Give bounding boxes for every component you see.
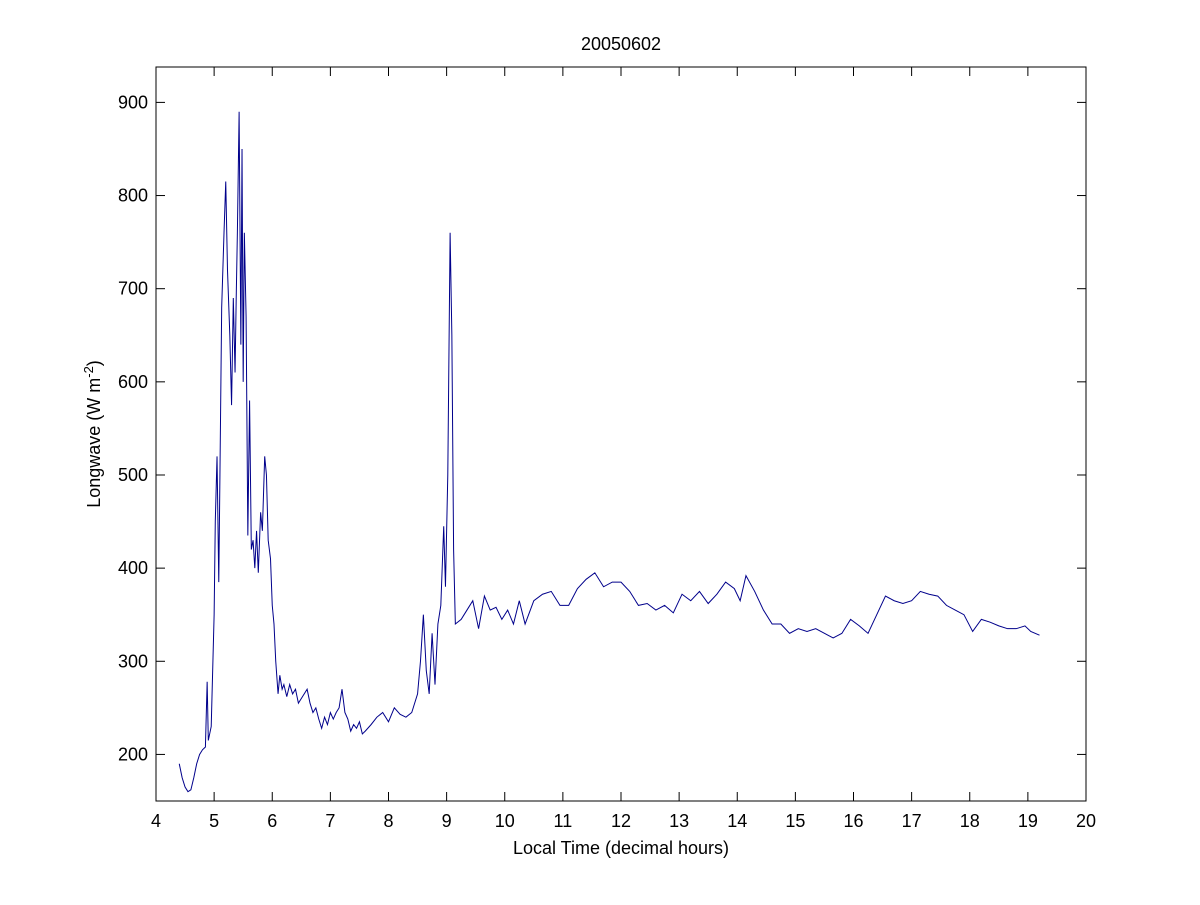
x-tick-label: 18 (960, 811, 980, 831)
y-axis-label-text: ) (84, 360, 104, 366)
data-line (178, 111, 1040, 793)
y-tick-label: 200 (118, 744, 148, 764)
x-tick-label: 6 (267, 811, 277, 831)
y-tick-label: 700 (118, 279, 148, 299)
x-tick-label: 12 (611, 811, 631, 831)
x-axis-label: Local Time (decimal hours) (513, 838, 729, 858)
y-tick-label: 300 (118, 651, 148, 671)
y-axis-label-text: Longwave (W m (84, 378, 104, 508)
y-axis-label-sup: -2 (81, 366, 96, 378)
x-tick-label: 14 (727, 811, 747, 831)
x-tick-label: 19 (1018, 811, 1038, 831)
x-tick-label: 15 (785, 811, 805, 831)
y-tick-label: 600 (118, 372, 148, 392)
y-tick-label: 800 (118, 186, 148, 206)
x-tick-label: 11 (554, 811, 573, 831)
x-tick-label: 8 (383, 811, 393, 831)
y-tick-label: 900 (118, 92, 148, 112)
x-tick-label: 5 (209, 811, 219, 831)
x-tick-label: 13 (669, 811, 689, 831)
y-tick-label: 500 (118, 465, 148, 485)
x-tick-label: 20 (1076, 811, 1096, 831)
x-tick-label: 10 (495, 811, 515, 831)
x-tick-label: 16 (843, 811, 863, 831)
chart-title: 20050602 (581, 34, 661, 54)
x-tick-label: 9 (442, 811, 452, 831)
x-tick-label: 17 (902, 811, 922, 831)
y-axis-label: Longwave (W m-2) (81, 360, 105, 508)
x-tick-label: 7 (325, 811, 335, 831)
x-tick-label: 4 (151, 811, 161, 831)
y-tick-label: 400 (118, 558, 148, 578)
